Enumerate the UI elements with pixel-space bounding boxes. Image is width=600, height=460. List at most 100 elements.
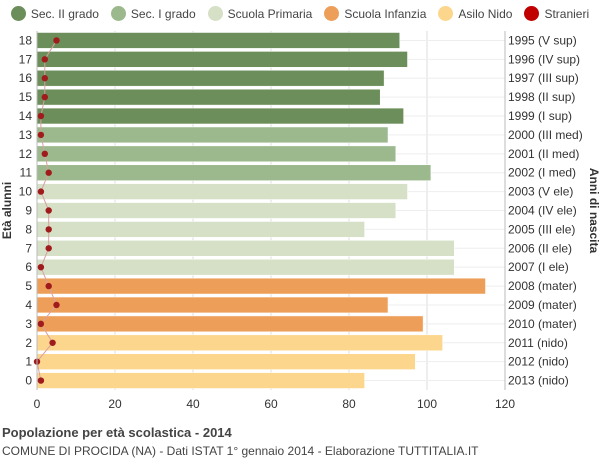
y-tick-label: 15 xyxy=(19,90,33,104)
y-axis-title-left: Età alunni xyxy=(0,182,14,239)
bar xyxy=(36,32,400,49)
y-tick-label: 5 xyxy=(25,279,32,293)
year-tick-label: 2005 (III ele) xyxy=(508,222,575,236)
x-tick-label: 40 xyxy=(186,397,200,411)
year-tick-label: 1999 (I sup) xyxy=(508,109,572,123)
y-tick-label: 8 xyxy=(25,222,32,236)
legend-label: Scuola Primaria xyxy=(227,6,313,21)
legend-label: Asilo Nido xyxy=(458,6,513,21)
stranieri-point xyxy=(37,188,45,195)
legend-label: Stranieri xyxy=(544,6,590,21)
x-tick-label: 0 xyxy=(34,397,41,411)
x-tick-label: 20 xyxy=(108,397,122,411)
legend-item: Scuola Primaria xyxy=(207,6,313,21)
year-tick-label: 2008 (mater) xyxy=(508,279,577,293)
stranieri-point xyxy=(45,169,52,176)
x-tick-label: 120 xyxy=(495,397,515,411)
y-tick-label: 14 xyxy=(19,109,33,123)
bar xyxy=(36,372,365,389)
x-tick-label: 60 xyxy=(264,397,278,411)
y-tick-label: 7 xyxy=(25,241,32,255)
year-tick-label: 2003 (V ele) xyxy=(508,185,573,199)
y-tick-label: 9 xyxy=(25,204,32,218)
bar xyxy=(36,51,408,68)
legend-item: Sec. I grado xyxy=(110,6,196,21)
y-tick-label: 4 xyxy=(25,298,32,312)
legend-swatch xyxy=(324,6,340,21)
y-tick-label: 10 xyxy=(19,185,33,199)
year-tick-label: 2006 (II ele) xyxy=(508,241,572,255)
year-tick-label: 2009 (mater) xyxy=(508,298,577,312)
y-tick-label: 2 xyxy=(25,336,32,350)
bar xyxy=(36,277,486,295)
stranieri-point xyxy=(45,207,52,214)
legend-label: Sec. I grado xyxy=(130,6,196,21)
legend-swatch xyxy=(10,6,26,21)
legend-label: Sec. II grado xyxy=(30,6,99,21)
y-tick-label: 12 xyxy=(19,147,33,161)
legend-swatch xyxy=(524,6,540,21)
year-tick-label: 2007 (I ele) xyxy=(508,260,569,274)
legend-item: Scuola Infanzia xyxy=(324,6,426,21)
year-tick-label: 2001 (II med) xyxy=(508,147,579,161)
year-tick-label: 1995 (V sup) xyxy=(508,33,577,47)
stranieri-point xyxy=(53,301,60,309)
y-tick-label: 6 xyxy=(25,260,32,274)
chart-footer-title: Popolazione per età scolastica - 2014 xyxy=(2,425,232,440)
year-tick-label: 1997 (III sup) xyxy=(508,71,579,85)
bar xyxy=(36,221,365,238)
bar xyxy=(36,88,381,106)
bar-chart: 18 1995 (V sup)17 1996 (IV sup)16 1997 (III… xyxy=(0,31,600,411)
stranieri-point xyxy=(49,339,56,346)
year-tick-label: 2011 (nido) xyxy=(508,336,568,350)
bar xyxy=(36,126,389,144)
legend-swatch xyxy=(438,6,454,21)
y-tick-label: 17 xyxy=(19,52,33,66)
stranieri-point xyxy=(37,320,45,328)
stranieri-point xyxy=(41,93,48,101)
year-tick-label: 2002 (I med) xyxy=(508,166,576,180)
y-tick-label: 3 xyxy=(25,317,32,331)
x-tick-label: 100 xyxy=(417,397,437,411)
stranieri-point xyxy=(53,37,60,44)
bar xyxy=(36,258,455,276)
bar xyxy=(36,107,404,125)
stranieri-point xyxy=(45,226,52,233)
year-tick-label: 2010 (mater) xyxy=(508,317,577,331)
legend-swatch xyxy=(110,6,126,21)
legend-item: Asilo Nido xyxy=(438,6,512,21)
year-tick-label: 1996 (IV sup) xyxy=(508,52,580,66)
y-tick-label: 18 xyxy=(19,33,33,47)
bar xyxy=(36,296,389,314)
year-tick-label: 2012 (nido) xyxy=(508,355,569,369)
bar xyxy=(36,183,408,200)
bar xyxy=(36,334,443,351)
bar xyxy=(36,202,397,219)
legend-item: Sec. II grado xyxy=(10,6,99,21)
stranieri-point xyxy=(37,112,45,120)
y-axis-title-right: Anni di nascita xyxy=(587,168,600,254)
stranieri-point xyxy=(45,245,52,252)
stranieri-point xyxy=(41,56,48,63)
y-tick-label: 16 xyxy=(19,71,33,85)
legend-label: Scuola Infanzia xyxy=(344,6,427,21)
bar xyxy=(36,145,397,163)
year-tick-label: 2004 (IV ele) xyxy=(508,204,577,218)
y-tick-label: 11 xyxy=(20,166,33,180)
bar xyxy=(36,164,432,181)
stranieri-point xyxy=(37,263,45,271)
year-tick-label: 2000 (III med) xyxy=(508,128,583,142)
stranieri-point xyxy=(45,282,52,290)
legend-swatch xyxy=(207,6,223,21)
y-tick-label: 0 xyxy=(25,374,32,388)
x-tick-label: 80 xyxy=(342,397,356,411)
chart-footer-subtitle: COMUNE DI PROCIDA (NA) - Dati ISTAT 1° g… xyxy=(2,444,479,458)
chart-legend: Sec. II grado Sec. I grado Scuola Primaria… xyxy=(0,6,600,21)
legend-item: Stranieri xyxy=(524,6,589,21)
stranieri-point xyxy=(41,75,48,82)
bar xyxy=(36,315,424,333)
year-tick-label: 2013 (nido) xyxy=(508,374,569,388)
bar xyxy=(36,240,455,257)
y-tick-label: 1 xyxy=(25,355,32,369)
year-tick-label: 1998 (II sup) xyxy=(508,90,575,104)
